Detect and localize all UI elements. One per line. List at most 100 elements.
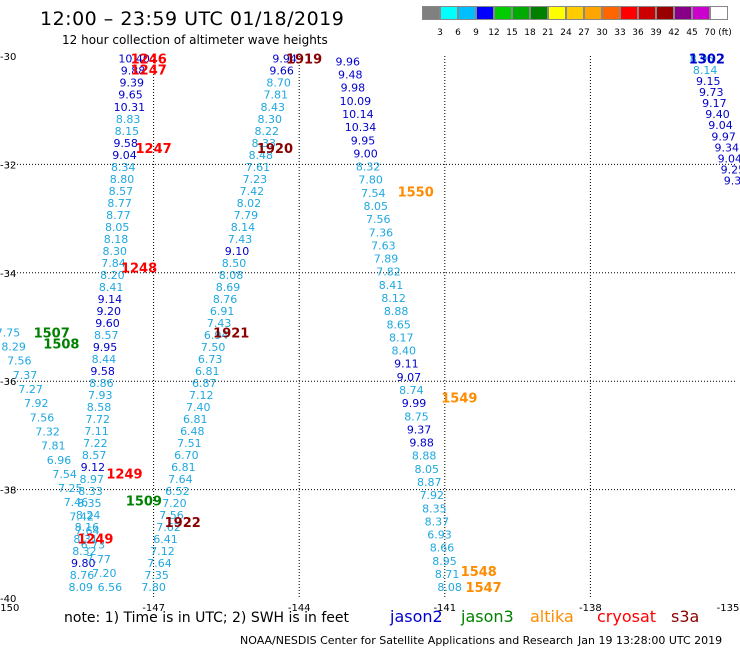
- swh-value: 8.74: [399, 384, 424, 397]
- swh-value: 8.35: [77, 497, 102, 510]
- swh-value: 7.80: [141, 581, 166, 594]
- swh-value: 9.37: [407, 423, 432, 436]
- pass-label: 1248: [121, 261, 157, 276]
- colorbar-swatch: [422, 6, 440, 20]
- swh-value: 8.66: [430, 542, 455, 555]
- swh-value: 6.94: [204, 329, 229, 342]
- swh-value: 7.35: [144, 569, 169, 582]
- colorbar-label: 6: [455, 28, 461, 38]
- swh-value: 9.80: [71, 557, 96, 570]
- swh-value: 7.32: [35, 425, 60, 438]
- colorbar-label: 39: [650, 28, 662, 38]
- swh-value: 9.38: [724, 175, 740, 188]
- swh-value: 6.56: [98, 581, 123, 594]
- swh-value: 9.58: [90, 365, 115, 378]
- swh-value: 8.71: [435, 568, 460, 581]
- colorbar-label: 42: [668, 28, 680, 38]
- swh-value: 7.75: [0, 326, 20, 339]
- swh-value: 8.29: [1, 341, 26, 354]
- map-title: 12:00 – 23:59 UTC 01/18/2019: [40, 8, 345, 30]
- swh-value: 7.77: [86, 553, 111, 566]
- swh-value: 9.95: [351, 134, 376, 147]
- swh-value: 8.05: [364, 200, 389, 213]
- swh-value: 7.36: [369, 226, 394, 239]
- colorbar-label: 70: [704, 28, 716, 38]
- satellite-tracks: 10.409.889.399.6510.318.838.159.589.048.…: [0, 53, 740, 594]
- swh-value: 9.10: [225, 245, 250, 258]
- swh-value: 8.30: [257, 113, 282, 126]
- swh-value: 9.73: [699, 86, 724, 99]
- swh-value: 9.25: [721, 164, 740, 177]
- colorbar-swatch: [638, 6, 656, 20]
- legend-s3a: s3a: [671, 607, 700, 626]
- swh-value: 6.81: [195, 365, 220, 378]
- swh-value: 8.43: [260, 101, 285, 114]
- pass-label: 1509: [126, 494, 162, 509]
- swh-value: 9.48: [338, 69, 363, 82]
- swh-value: 6.41: [153, 533, 178, 546]
- colorbar-swatch: [692, 6, 710, 20]
- colorbar-swatch: [548, 6, 566, 20]
- swh-value: 9.20: [96, 305, 121, 318]
- swh-value: 7.37: [13, 369, 38, 382]
- credit-text: NOAA/NESDIS Center for Satellite Applica…: [240, 634, 574, 647]
- colorbar-swatch: [512, 6, 530, 20]
- swh-value: 8.97: [79, 473, 104, 486]
- swh-value: 8.57: [82, 449, 107, 462]
- swh-value: 9.00: [353, 147, 378, 160]
- swh-value: 9.12: [81, 461, 106, 474]
- colorbar-swatch: [494, 6, 512, 20]
- swh-value: 8.05: [105, 221, 130, 234]
- pass-label: 1249: [106, 467, 142, 482]
- swh-value: 8.75: [404, 410, 429, 423]
- swh-value: 8.05: [414, 463, 439, 476]
- swh-value: 7.80: [358, 174, 383, 187]
- swh-value: 7.56: [159, 509, 184, 522]
- swh-value: 7.79: [234, 209, 259, 222]
- swh-value: 6.73: [198, 353, 223, 366]
- lat-tick-label: -32: [0, 160, 16, 171]
- swh-value: 7.23: [243, 173, 268, 186]
- note-text: note: 1) Time is in UTC; 2) SWH is in fe…: [64, 610, 350, 626]
- swh-value: 7.84: [101, 257, 126, 270]
- swh-value: 8.50: [222, 257, 247, 270]
- colorbar-swatch: [584, 6, 602, 20]
- swh-value: 7.56: [366, 213, 391, 226]
- swh-value: 7.92: [24, 397, 49, 410]
- swh-value: 8.08: [437, 581, 462, 594]
- swh-value: 6.73: [81, 539, 106, 552]
- legend-jason3: jason3: [461, 607, 514, 626]
- swh-value: 8.30: [103, 245, 128, 258]
- swh-value: 10.31: [114, 101, 146, 114]
- map-subtitle: 12 hour collection of altimeter wave hei…: [62, 33, 328, 47]
- swh-value: 8.58: [87, 401, 112, 414]
- colorbar-swatch: [656, 6, 674, 20]
- swh-value: 8.09: [69, 581, 94, 594]
- swh-value: 8.14: [231, 221, 256, 234]
- lon-tick-label: -141: [433, 603, 456, 614]
- swh-value: 7.89: [374, 253, 399, 266]
- swh-value: 8.20: [100, 269, 125, 282]
- swh-value: 8.24: [76, 509, 101, 522]
- colorbar-swatch: [620, 6, 638, 20]
- swh-value: 9.97: [711, 130, 736, 143]
- swh-value: 9.95: [93, 341, 118, 354]
- swh-value: 8.12: [381, 292, 406, 305]
- colorbar-label: 15: [506, 28, 518, 38]
- swh-value: 9.04: [112, 149, 137, 162]
- swh-value: 9.11: [394, 358, 419, 371]
- swh-value: 8.95: [432, 555, 457, 568]
- swh-value: 8.32: [356, 161, 381, 174]
- pass-label: 1508: [43, 337, 79, 352]
- swh-value: 8.35: [422, 502, 447, 515]
- swh-value: 7.61: [246, 161, 271, 174]
- swh-value: 9.15: [696, 75, 721, 88]
- swh-value: 9.17: [702, 97, 727, 110]
- swh-value: 10.40: [118, 53, 150, 66]
- swh-value: 7.20: [92, 567, 117, 580]
- lon-tick-label: -150: [0, 603, 19, 614]
- pass-label: 1247: [131, 64, 167, 79]
- colorbar-label: 9: [473, 28, 479, 38]
- swh-value: 9.07: [397, 371, 422, 384]
